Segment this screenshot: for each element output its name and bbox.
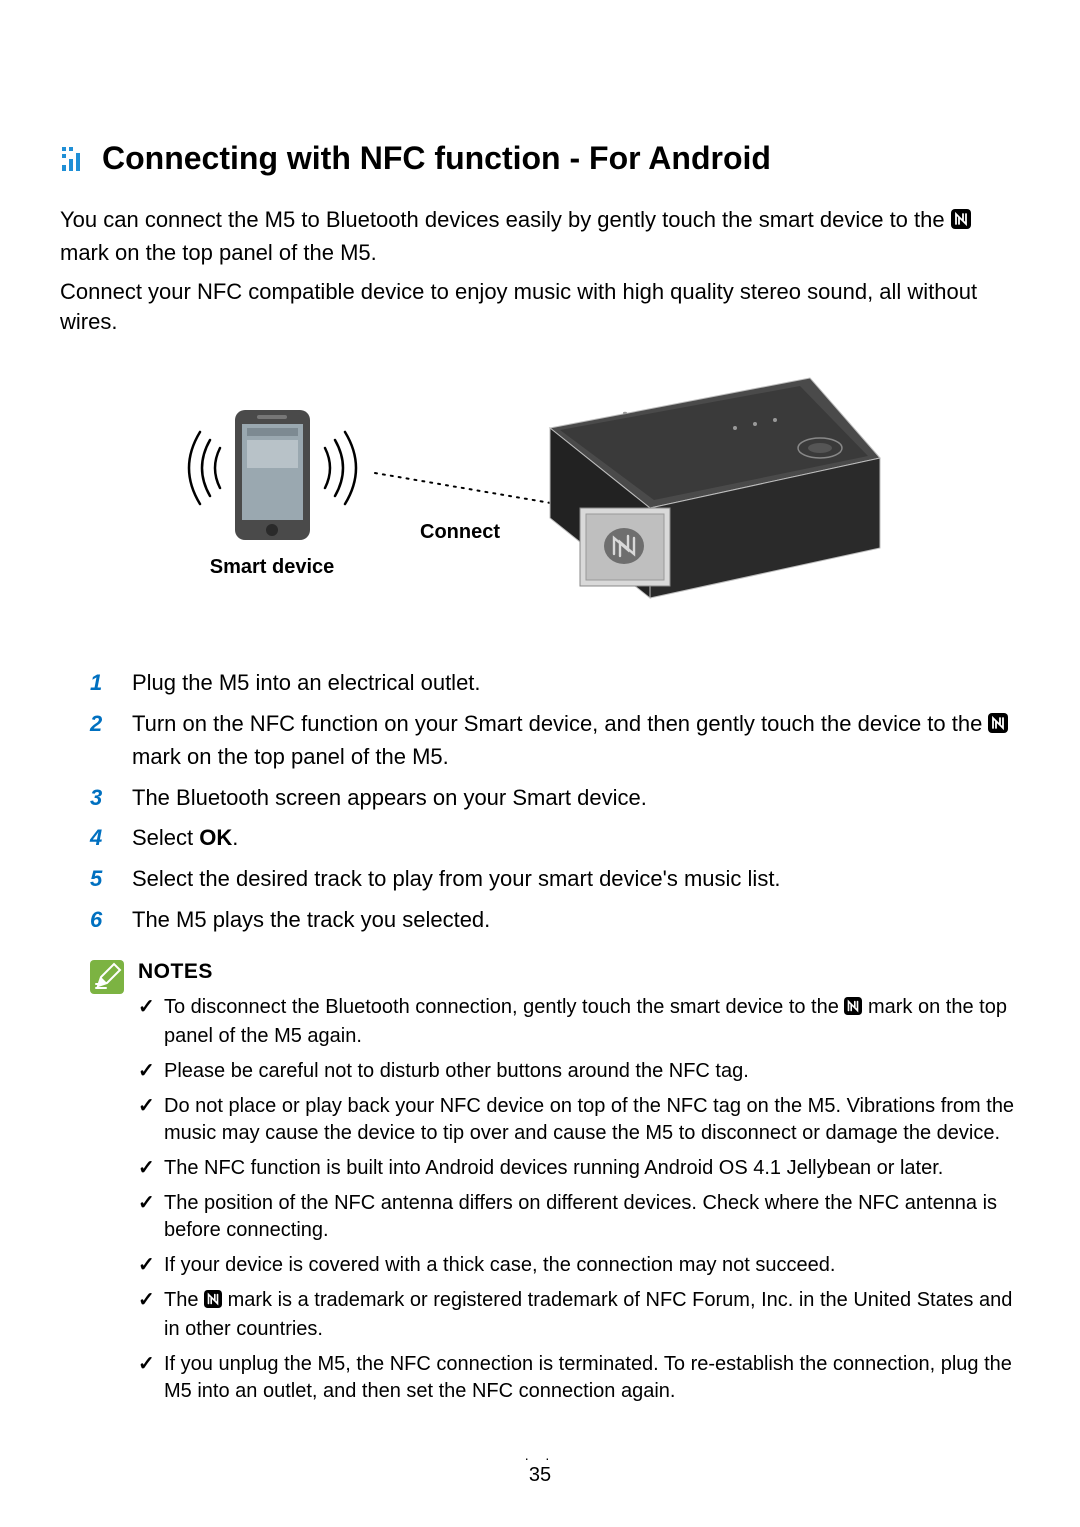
nfc-icon bbox=[844, 996, 862, 1023]
step-number: 6 bbox=[90, 905, 108, 936]
intro-text-1a: You can connect the M5 to Bluetooth devi… bbox=[60, 207, 951, 232]
note-body: Please be careful not to disturb other b… bbox=[164, 1058, 1020, 1085]
note-item: ✓Do not place or play back your NFC devi… bbox=[138, 1093, 1020, 1147]
check-icon: ✓ bbox=[138, 1093, 154, 1147]
step-row: 3 The Bluetooth screen appears on your Sm… bbox=[90, 783, 1020, 814]
step-row: 2 Turn on the NFC function on your Smart … bbox=[90, 709, 1020, 773]
nfc-connect-diagram: Smart device Connect bbox=[60, 368, 1020, 628]
step-row: 6 The M5 plays the track you selected. bbox=[90, 905, 1020, 936]
step-row: 5 Select the desired track to play from y… bbox=[90, 864, 1020, 895]
note-body: If you unplug the M5, the NFC connection… bbox=[164, 1351, 1020, 1405]
steps-list: 1 Plug the M5 into an electrical outlet. 2… bbox=[60, 668, 1020, 936]
step-body: The M5 plays the track you selected. bbox=[132, 905, 1020, 936]
check-icon: ✓ bbox=[138, 1252, 154, 1279]
nfc-icon bbox=[988, 711, 1008, 742]
notes-pencil-icon bbox=[90, 960, 124, 1413]
note-body: To disconnect the Bluetooth connection, … bbox=[164, 994, 1020, 1050]
heading-bars-icon bbox=[60, 145, 88, 173]
step-body: The Bluetooth screen appears on your Sma… bbox=[132, 783, 1020, 814]
step-row: 1 Plug the M5 into an electrical outlet. bbox=[90, 668, 1020, 699]
step-number: 2 bbox=[90, 709, 108, 773]
check-icon: ✓ bbox=[138, 1058, 154, 1085]
notes-title: NOTES bbox=[138, 960, 1020, 984]
note-body: The NFC function is built into Android d… bbox=[164, 1155, 1020, 1182]
note-item: ✓The mark is a trademark or registered t… bbox=[138, 1287, 1020, 1343]
page-number: · · 35 bbox=[0, 1450, 1080, 1487]
step-row: 4 Select OK. bbox=[90, 823, 1020, 854]
check-icon: ✓ bbox=[138, 1287, 154, 1343]
heading-title: Connecting with NFC function - For Andro… bbox=[102, 140, 771, 177]
step-body: Select the desired track to play from yo… bbox=[132, 864, 1020, 895]
step-body: Select OK. bbox=[132, 823, 1020, 854]
step-number: 5 bbox=[90, 864, 108, 895]
note-body: Do not place or play back your NFC devic… bbox=[164, 1093, 1020, 1147]
notes-block: NOTES ✓To disconnect the Bluetooth conne… bbox=[60, 960, 1020, 1413]
intro-text-1b: mark on the top panel of the M5. bbox=[60, 240, 377, 265]
note-item: ✓ The NFC function is built into Android … bbox=[138, 1155, 1020, 1182]
note-item: ✓If you unplug the M5, the NFC connectio… bbox=[138, 1351, 1020, 1405]
note-item: ✓ If your device is covered with a thick … bbox=[138, 1252, 1020, 1279]
note-body: If your device is covered with a thick c… bbox=[164, 1252, 1020, 1279]
intro-paragraph-2: Connect your NFC compatible device to en… bbox=[60, 277, 1020, 339]
page-number-value: 35 bbox=[529, 1464, 551, 1486]
check-icon: ✓ bbox=[138, 1155, 154, 1182]
step-number: 1 bbox=[90, 668, 108, 699]
note-body: The position of the NFC antenna differs … bbox=[164, 1190, 1020, 1244]
nfc-icon bbox=[204, 1289, 222, 1316]
check-icon: ✓ bbox=[138, 1351, 154, 1405]
note-item: ✓The position of the NFC antenna differs… bbox=[138, 1190, 1020, 1244]
smart-device-label: Smart device bbox=[210, 556, 335, 578]
step-body: Plug the M5 into an electrical outlet. bbox=[132, 668, 1020, 699]
note-item: ✓To disconnect the Bluetooth connection,… bbox=[138, 994, 1020, 1050]
step-number: 4 bbox=[90, 823, 108, 854]
note-item: ✓ Please be careful not to disturb other … bbox=[138, 1058, 1020, 1085]
step-number: 3 bbox=[90, 783, 108, 814]
note-body: The mark is a trademark or registered tr… bbox=[164, 1287, 1020, 1343]
check-icon: ✓ bbox=[138, 1190, 154, 1244]
check-icon: ✓ bbox=[138, 994, 154, 1050]
connect-label: Connect bbox=[420, 521, 500, 543]
section-heading: Connecting with NFC function - For Andro… bbox=[60, 140, 1020, 177]
nfc-icon bbox=[951, 207, 971, 238]
intro-paragraph-1: You can connect the M5 to Bluetooth devi… bbox=[60, 205, 1020, 269]
step-body: Turn on the NFC function on your Smart d… bbox=[132, 709, 1020, 773]
